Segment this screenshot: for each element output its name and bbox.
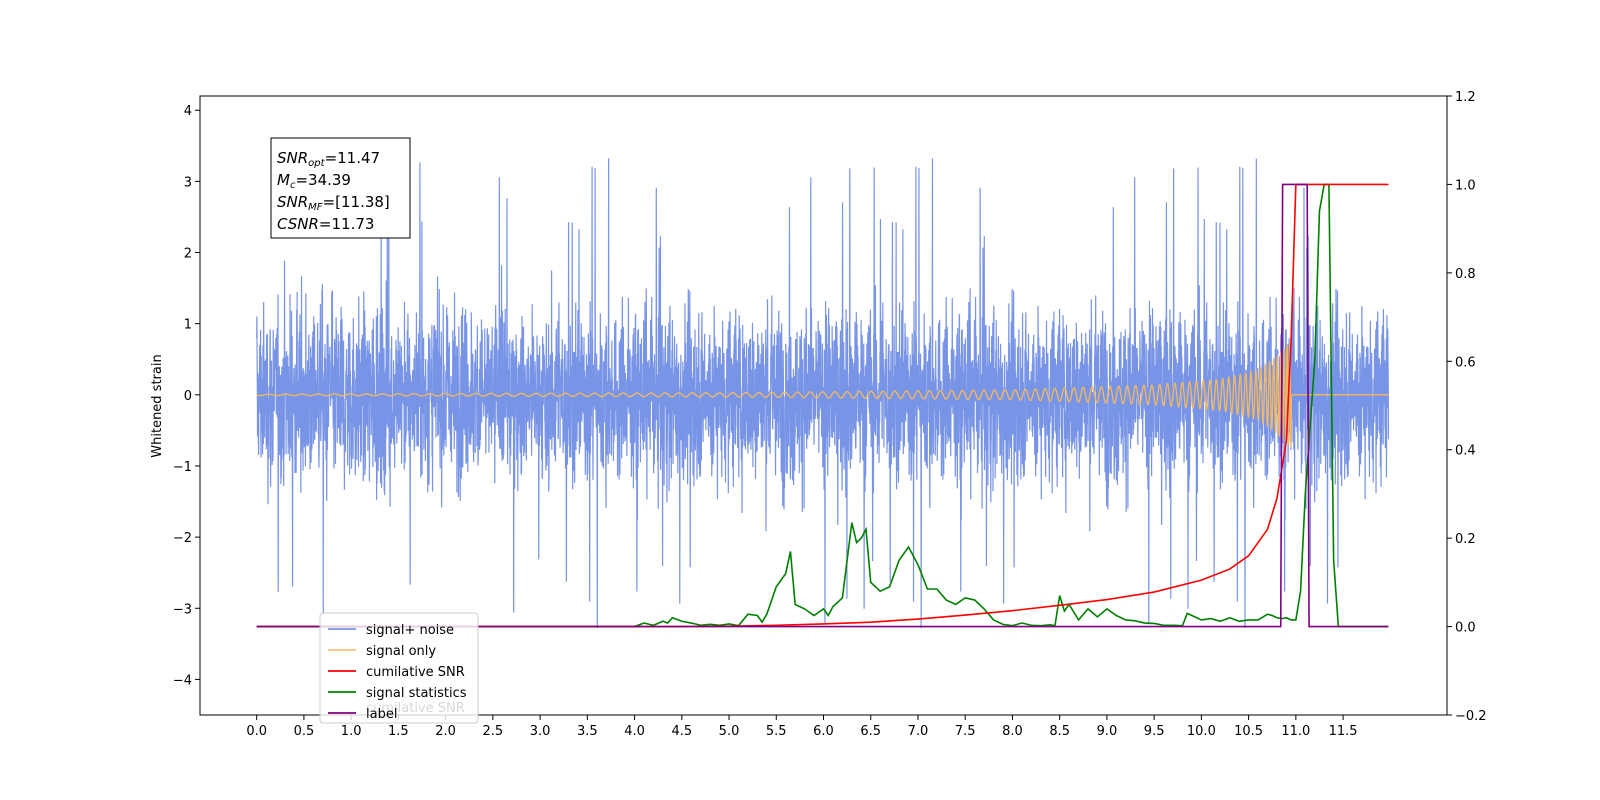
y-left-tick-label: −3 (173, 602, 192, 617)
x-tick-label: 6.5 (860, 724, 881, 739)
x-tick-label: 4.5 (671, 724, 692, 739)
snr-opt-text: SNRopt=11.47 (277, 149, 380, 169)
y-left-tick-label: −2 (173, 531, 192, 546)
legend-ghost-text-overlay: cumilative SNR (366, 701, 465, 716)
legend-label: signal+ noise (366, 623, 454, 638)
legend-label: cumilative SNR (366, 665, 465, 680)
x-tick-label: 9.5 (1144, 724, 1165, 739)
x-tick-label: 3.0 (530, 724, 551, 739)
series-signal-noise-line (256, 158, 1390, 629)
legend-label: signal only (366, 644, 436, 659)
series-cumulative-snr-line (256, 183, 1389, 628)
legend-box (319, 612, 479, 724)
x-tick-label: 10.0 (1187, 724, 1216, 739)
series-signal-statistics-line (256, 183, 1389, 628)
series-layer (256, 158, 1390, 629)
mc-text: Mc=34.39 (277, 171, 351, 191)
y-right-tick-label: 1.0 (1455, 178, 1476, 193)
x-tick-label: 0.0 (246, 724, 267, 739)
y-axis-title-left: Whitened strain (150, 354, 165, 457)
x-tick-label: 4.0 (624, 724, 645, 739)
x-tick-label: 11.5 (1329, 724, 1358, 739)
y-axis-left: −4 −3 −2 −1 0 1 2 3 4 (173, 104, 200, 688)
y-right-tick-label: 0.0 (1455, 621, 1476, 636)
x-tick-label: 11.0 (1281, 724, 1310, 739)
series-label-line (256, 183, 1389, 628)
x-tick-label: 0.5 (294, 724, 315, 739)
x-tick-label: 7.0 (908, 724, 929, 739)
y-right-tick-label: 0.6 (1455, 355, 1476, 370)
snr-mf-text: SNRMF=[11.38] (277, 193, 390, 213)
y-left-tick-label: 1 (184, 318, 192, 333)
x-tick-label: 7.5 (955, 724, 976, 739)
y-right-tick-label: −0.2 (1455, 709, 1487, 724)
x-tick-label: 9.0 (1097, 724, 1118, 739)
y-left-tick-label: −1 (173, 460, 192, 475)
x-tick-label: 1.5 (388, 724, 409, 739)
y-left-tick-label: 4 (184, 104, 192, 119)
x-tick-label: 3.5 (577, 724, 598, 739)
legend: cumilative SNR cumilative SNR signal+ no… (319, 612, 479, 724)
legend-label: label (366, 707, 397, 722)
legend-label: signal statistics (366, 686, 467, 701)
x-tick-label: 2.0 (435, 724, 456, 739)
x-tick-label: 2.5 (483, 724, 504, 739)
x-axis: 0.0 0.5 1.0 1.5 2.0 2.5 3.0 3.5 4.0 4.5 5.0 5.5 6.0 6… (246, 715, 1358, 739)
x-tick-label: 10.5 (1234, 724, 1263, 739)
y-right-tick-label: 0.4 (1455, 444, 1476, 459)
x-tick-label: 5.5 (766, 724, 787, 739)
y-right-tick-label: 1.2 (1455, 90, 1476, 105)
x-tick-label: 5.0 (719, 724, 740, 739)
y-right-tick-label: 0.8 (1455, 267, 1476, 282)
x-tick-label: 8.5 (1049, 724, 1070, 739)
metrics-annotation-box (270, 137, 411, 239)
csnr-text: CSNR=11.73 (277, 215, 374, 233)
x-tick-label: 6.0 (813, 724, 834, 739)
x-tick-label: 1.0 (341, 724, 362, 739)
y-left-tick-label: 2 (184, 247, 192, 262)
series-signal-only-line (256, 342, 1389, 448)
y-left-tick-label: −4 (173, 673, 192, 688)
y-right-tick-label: 0.2 (1455, 532, 1476, 547)
metrics-annotation: SNRopt=11.47 Mc=34.39 SNRMF=[11.38] CSNR… (270, 137, 411, 239)
y-left-tick-label: 0 (184, 389, 192, 404)
x-tick-label: 8.0 (1002, 724, 1023, 739)
y-left-tick-label: 3 (184, 175, 192, 190)
y-axis-right: −0.2 0.0 0.2 0.4 0.6 0.8 1.0 1.2 (1447, 90, 1487, 724)
